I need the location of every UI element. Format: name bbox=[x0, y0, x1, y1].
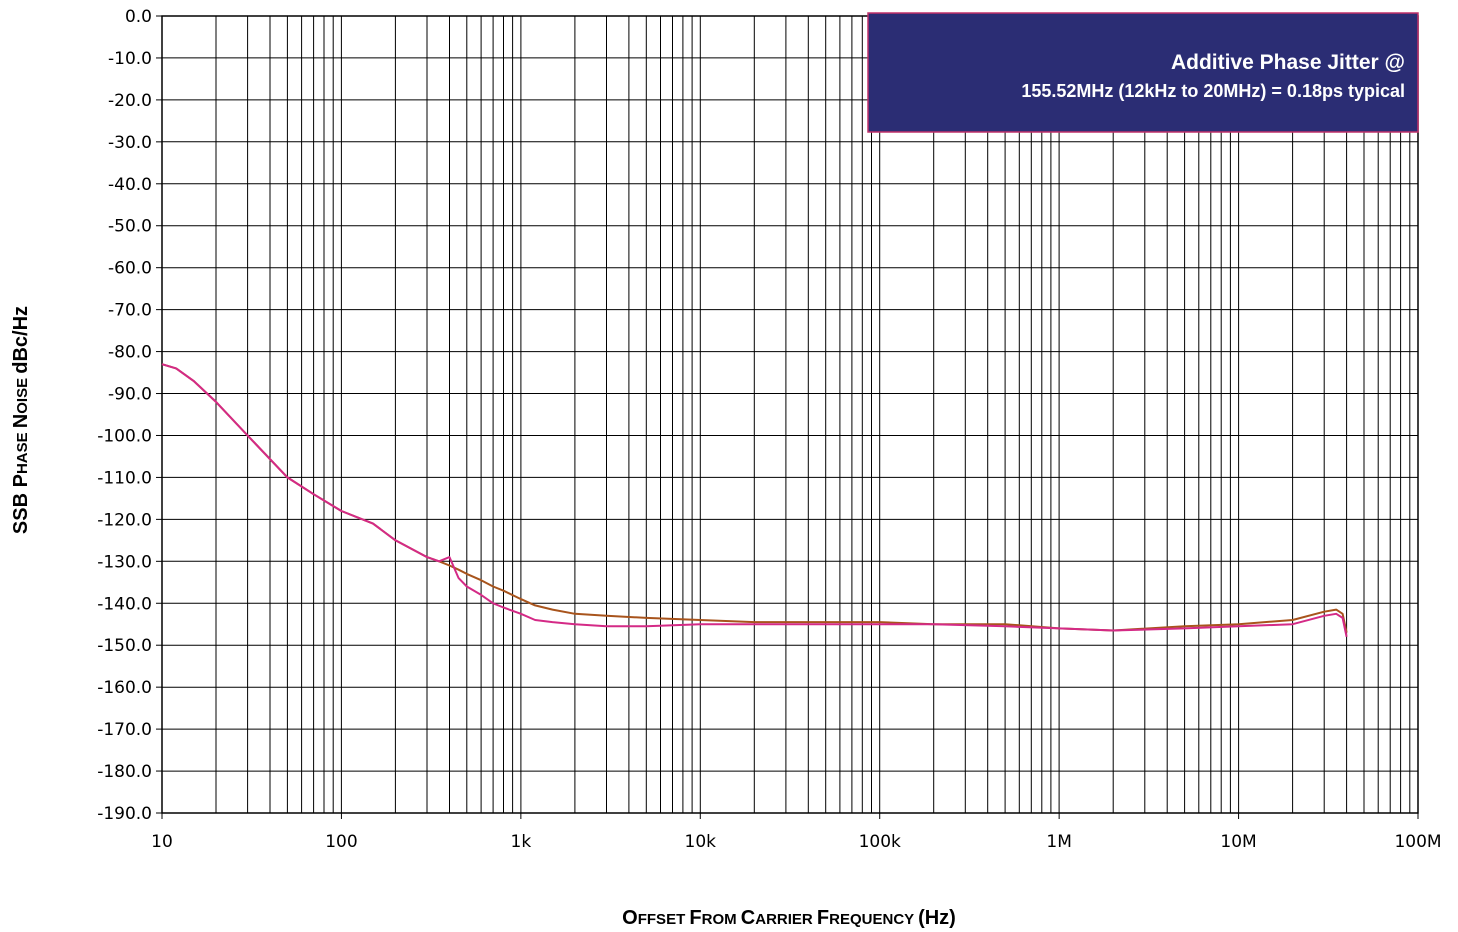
annotation-line-1: Additive Phase Jitter @ bbox=[1171, 51, 1405, 74]
y-tick-label: -130.0 bbox=[97, 552, 152, 572]
y-tick-label: -140.0 bbox=[97, 594, 152, 614]
y-axis-title: SSB PHASE NOISE dBc/Hz bbox=[10, 306, 32, 534]
plot-frame bbox=[161, 15, 1419, 814]
x-tick-label: 1k bbox=[511, 832, 532, 852]
y-tick-label: -180.0 bbox=[97, 762, 152, 782]
x-axis-title: OFFSET FROM CARRIER FREQUENCY (Hz) bbox=[622, 907, 956, 929]
y-tick-label: -80.0 bbox=[108, 343, 152, 363]
y-tick-label: -90.0 bbox=[108, 385, 152, 405]
jitter-annotation: Additive Phase Jitter @ 155.52MHz (12kHz… bbox=[867, 12, 1419, 133]
series-line-2 bbox=[161, 363, 1348, 638]
annotation-box bbox=[867, 12, 1419, 133]
x-tick-label: 10k bbox=[685, 832, 717, 852]
axis-ticks: 0.0 -10.0 -20.0 -30.0 -40.0 -50.0 -60.0 -70.0 -8… bbox=[97, 7, 1441, 852]
y-tick-label: -150.0 bbox=[97, 636, 152, 656]
y-tick-label: -100.0 bbox=[97, 426, 152, 446]
y-tick-label: -10.0 bbox=[108, 49, 152, 69]
y-tick-label: -110.0 bbox=[97, 468, 152, 488]
y-tick-label: -60.0 bbox=[108, 259, 152, 279]
x-tick-label: 10M bbox=[1220, 832, 1256, 852]
y-tick-label: 0.0 bbox=[125, 7, 152, 27]
y-tick-label: -70.0 bbox=[108, 301, 152, 321]
y-tick-label: -160.0 bbox=[97, 678, 152, 698]
y-tick-label: -120.0 bbox=[97, 510, 152, 530]
y-tick-label: -20.0 bbox=[108, 91, 152, 111]
y-tick-label: -190.0 bbox=[97, 804, 152, 824]
y-tick-label: -170.0 bbox=[97, 720, 152, 740]
x-tick-label: 100M bbox=[1394, 832, 1441, 852]
x-tick-label: 100 bbox=[325, 832, 357, 852]
x-tick-label: 100k bbox=[859, 832, 901, 852]
x-tick-label: 10 bbox=[151, 832, 173, 852]
y-tick-label: -40.0 bbox=[108, 175, 152, 195]
y-tick-label: -50.0 bbox=[108, 217, 152, 237]
annotation-line-2: 155.52MHz (12kHz to 20MHz) = 0.18ps typi… bbox=[1021, 81, 1405, 101]
series-group bbox=[161, 363, 1348, 638]
x-tick-label: 1M bbox=[1046, 832, 1071, 852]
y-tick-label: -30.0 bbox=[108, 133, 152, 153]
grid bbox=[161, 15, 1419, 814]
